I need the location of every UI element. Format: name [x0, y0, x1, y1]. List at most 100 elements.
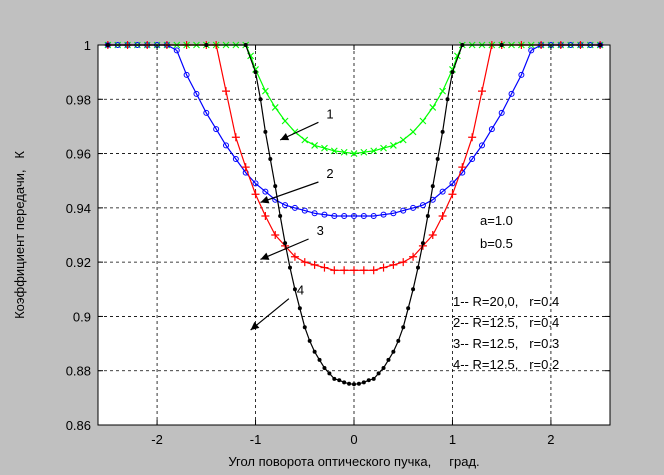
series-3-point [222, 87, 230, 96]
series-2-point [390, 210, 397, 217]
x-tick-label: 1 [449, 432, 456, 447]
param-a-label: a=1.0 [480, 213, 513, 228]
series-4-point [253, 70, 258, 75]
series-3-point [359, 266, 368, 275]
y-tick-label: 0.88 [66, 364, 91, 379]
series-4-point [317, 357, 322, 362]
series-1-point [271, 104, 279, 111]
series-2-point [232, 156, 239, 162]
series-1-point [399, 136, 407, 144]
y-tick-label: 0.92 [66, 255, 91, 270]
series-3-point [231, 133, 240, 142]
series-4-point [366, 378, 371, 383]
series-3-point [251, 190, 260, 199]
series-3-point [448, 190, 457, 199]
series-4-point [273, 184, 278, 189]
series-2-point [262, 188, 269, 195]
series-4-point [406, 306, 411, 311]
series-2-point [223, 142, 229, 149]
series-2-point [321, 211, 328, 218]
series-1-point [281, 117, 289, 125]
plot-area [98, 45, 610, 425]
series-1-point [330, 147, 338, 155]
series-2-point [508, 90, 515, 97]
series-3-point [409, 252, 418, 261]
series-4-point [381, 366, 386, 370]
series-1-point [409, 128, 417, 136]
series-2-point [528, 47, 535, 54]
series-2-point [449, 180, 456, 187]
y-tick-label: 0.9 [73, 309, 91, 324]
annotation-group: 1 2 3 4 [250, 106, 334, 331]
series-4-point [292, 287, 297, 292]
series-3-point [330, 266, 339, 275]
param-b-label: b=0.5 [480, 236, 513, 251]
series-3-point [379, 263, 388, 272]
series-2-point [439, 188, 446, 195]
series-2-point [469, 156, 476, 162]
series-4-point [347, 381, 352, 386]
series-3-point [290, 252, 299, 261]
annotation-arrow-head [260, 196, 270, 204]
series-4-point [361, 380, 366, 385]
series-2-point [193, 90, 200, 97]
series-1-point [370, 147, 378, 155]
series-3-point [310, 260, 319, 269]
series-4-point [327, 371, 332, 376]
series-2-point [252, 180, 259, 187]
series-4-point [337, 378, 342, 383]
series-4-point [263, 129, 268, 134]
x-tick-label: 2 [547, 432, 554, 447]
series-1-point [311, 142, 319, 149]
series-4-point [356, 381, 361, 386]
series-4-point [312, 349, 317, 354]
series-3-point [399, 258, 408, 267]
series-4-point [416, 265, 420, 270]
series-2-point [301, 207, 308, 214]
series-2-point [380, 211, 387, 218]
series-4-point [440, 129, 445, 134]
series-4-point [411, 287, 416, 292]
series-2-point [370, 213, 377, 219]
series-4-point [435, 157, 440, 161]
series-3-point [320, 263, 329, 272]
annotation-arrow-head [250, 321, 260, 330]
series-4-point [420, 241, 425, 246]
annotation-label: 1 [326, 106, 333, 121]
legend-line-4: 4-- R=12.5, r=0.2 [453, 357, 559, 372]
series-1-point [380, 144, 387, 152]
annotation-arrow-line [260, 238, 309, 260]
legend-line-1: 1-- R=20,0, r=0.4 [453, 294, 559, 309]
series-1-point [389, 142, 397, 149]
x-axis-label: Угол поворота оптического пучка, град. [228, 454, 479, 469]
series-3-point [468, 133, 477, 142]
series-3-point [340, 266, 349, 275]
series-2-line [107, 44, 601, 217]
series-1-point [360, 148, 368, 156]
series-1-point [321, 144, 328, 152]
series-2-point [488, 126, 495, 133]
series-4-point [391, 349, 396, 354]
series-1-point [439, 87, 447, 95]
x-tick-label: 0 [350, 432, 357, 447]
series-1-point [429, 104, 437, 111]
series-3-point [478, 87, 486, 96]
series-2-point [311, 210, 318, 217]
series-1-point [350, 150, 358, 157]
annotation-arrow-head [260, 252, 270, 260]
annotation-arrow-head [280, 133, 290, 141]
series-2-point [360, 213, 367, 219]
series-4-point [450, 70, 455, 75]
legend-line-2: 2-- R=12.5, r=0.4 [453, 315, 559, 330]
series-1-point [301, 136, 309, 144]
series-1-point [261, 87, 269, 95]
series-4-point [278, 214, 283, 218]
series-1-point [340, 148, 348, 156]
series-1-point [419, 117, 427, 125]
y-tick-label: 0.96 [66, 147, 91, 162]
annotation-label: 3 [317, 223, 324, 238]
series-4-point [332, 376, 337, 381]
series-4-point [371, 376, 376, 381]
